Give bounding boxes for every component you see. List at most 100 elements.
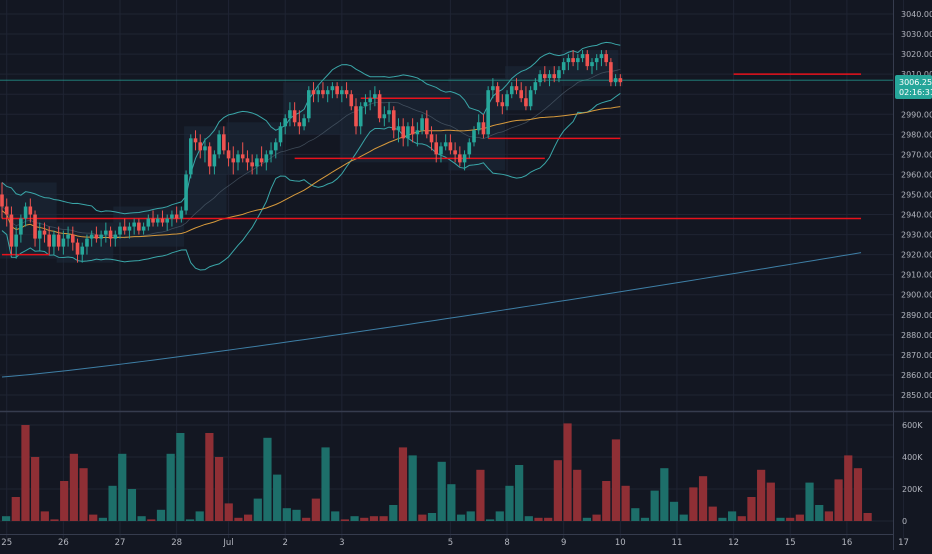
volume-bar (553, 460, 562, 521)
volume-bar (331, 511, 340, 521)
volume-bar (263, 437, 272, 521)
volume-bar (89, 514, 98, 521)
volume-bar (824, 511, 833, 521)
volume-bar (456, 514, 466, 521)
candle-body (368, 98, 372, 103)
candle-body (377, 94, 382, 119)
countdown-label: 02:16:31 (899, 88, 932, 97)
candle-body (557, 70, 561, 79)
candle-body (576, 58, 580, 63)
volume-bar (650, 490, 659, 521)
candle-body (533, 82, 538, 91)
candle-body (264, 154, 269, 163)
candle-body (543, 74, 547, 79)
time-tick-label: 11 (672, 538, 683, 548)
volume-bar (795, 514, 804, 521)
candle-body (528, 90, 533, 107)
candle-body (132, 222, 136, 227)
volume-bar (631, 508, 640, 521)
candle-body (104, 230, 108, 235)
volume-bar (805, 482, 814, 521)
candle-body (226, 150, 231, 159)
volume-bar (621, 485, 630, 521)
candle-body (429, 134, 434, 143)
candle-body (552, 74, 557, 79)
candle-body (373, 94, 377, 99)
time-tick-label: 28 (171, 538, 182, 548)
volume-bar (360, 517, 369, 521)
last-price-tag: 3006.25 02:16:31 (895, 75, 932, 99)
candle-body (481, 122, 486, 135)
candle-body (193, 138, 198, 143)
volume-bar (476, 469, 485, 521)
volume-bar (302, 517, 311, 521)
candle-body (42, 230, 47, 235)
volume-bar (592, 514, 601, 521)
candle-body (505, 94, 509, 107)
candle-body (23, 206, 28, 219)
price-tick-label: 3010.00 (901, 70, 932, 79)
candle-body (283, 118, 287, 127)
bb-basis (1, 68, 621, 239)
candle-body (363, 102, 368, 107)
volume-bar (108, 485, 117, 521)
price-tick-label: 2920.00 (901, 251, 932, 260)
candle-body (236, 154, 240, 163)
candle-body (85, 238, 89, 247)
price-tick-label: 2940.00 (901, 211, 932, 220)
volume-bar (244, 514, 253, 521)
candle-body (146, 218, 151, 227)
volume-bar (534, 517, 543, 521)
volume-bar (369, 516, 379, 521)
candle-body (580, 54, 585, 59)
candle-body (604, 54, 608, 63)
volume-bar (766, 482, 775, 521)
candle-body (538, 74, 542, 83)
candle-body (155, 218, 160, 223)
time-tick-label: 16 (841, 538, 852, 548)
candle-body (387, 110, 391, 115)
volume-bar (524, 516, 533, 521)
candle-body (358, 106, 363, 127)
volume-bar (195, 511, 204, 521)
candle-body (391, 110, 396, 131)
candle-body (4, 206, 9, 215)
volume-bar (834, 479, 843, 521)
candle-body (0, 194, 4, 207)
time-tick-label: 27 (115, 538, 126, 548)
time-tick-label: 9 (561, 538, 566, 548)
volume-bar (447, 484, 456, 521)
candle-body (406, 126, 410, 139)
price-tick-label: 2860.00 (901, 371, 932, 380)
volume-bar (786, 517, 795, 521)
candle-body (330, 86, 335, 91)
candle-body (56, 234, 61, 247)
price-tick-label: 2910.00 (901, 271, 932, 280)
price-tick-label: 2990.00 (901, 110, 932, 119)
volume-tick-label: 0 (902, 517, 907, 526)
time-axis[interactable]: 25 26 27 28 Jul 2 3 5 8 9 10 11 12 15 16 17 (1, 538, 909, 548)
candle-body (354, 106, 358, 127)
candle-body (472, 130, 476, 143)
candle-body (222, 134, 226, 151)
volume-bar (147, 519, 156, 521)
last-price-label: 3006.25 (899, 78, 932, 87)
bb-lower-band (1, 93, 621, 271)
candle-body (297, 122, 302, 127)
candle-body (425, 118, 429, 135)
candle-body (113, 234, 118, 239)
volume-bar (224, 503, 233, 521)
candle-body (203, 146, 207, 151)
candle-body (33, 214, 37, 239)
volume-bar (50, 519, 59, 521)
candle-body (382, 114, 387, 119)
candle-body (71, 234, 75, 243)
volume-bar (853, 468, 863, 521)
volume-bar (640, 517, 650, 521)
candle-body (288, 110, 292, 119)
candle-body (259, 158, 264, 163)
volume-bar (137, 516, 146, 521)
candle-body (495, 86, 500, 103)
candle-body (415, 130, 420, 135)
